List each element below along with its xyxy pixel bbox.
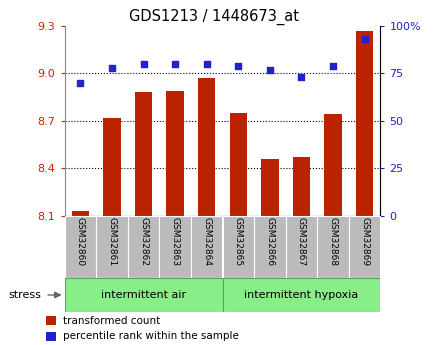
Point xyxy=(361,37,368,42)
Point xyxy=(267,67,274,72)
Text: GSM32862: GSM32862 xyxy=(139,217,148,266)
Point xyxy=(172,61,179,67)
Bar xyxy=(128,216,159,278)
Bar xyxy=(72,211,89,216)
Text: GSM32863: GSM32863 xyxy=(170,217,180,267)
Point xyxy=(77,80,84,86)
Bar xyxy=(349,216,380,278)
Bar xyxy=(293,157,310,216)
Text: GSM32864: GSM32864 xyxy=(202,217,211,266)
Text: GSM32867: GSM32867 xyxy=(297,217,306,267)
Bar xyxy=(356,31,373,216)
Text: intermittent air: intermittent air xyxy=(101,290,186,300)
Point xyxy=(330,63,337,69)
Point xyxy=(235,63,242,69)
Point xyxy=(109,65,116,70)
Bar xyxy=(65,278,222,312)
Bar xyxy=(191,216,222,278)
Bar xyxy=(46,332,56,341)
Text: GSM32861: GSM32861 xyxy=(107,217,117,267)
Bar xyxy=(103,118,121,216)
Text: GSM32866: GSM32866 xyxy=(265,217,275,267)
Text: stress: stress xyxy=(9,290,42,300)
Bar xyxy=(135,92,152,216)
Text: GSM32868: GSM32868 xyxy=(328,217,338,267)
Bar xyxy=(286,216,317,278)
Text: intermittent hypoxia: intermittent hypoxia xyxy=(244,290,359,300)
Text: GSM32860: GSM32860 xyxy=(76,217,85,267)
Text: percentile rank within the sample: percentile rank within the sample xyxy=(63,332,239,342)
Bar xyxy=(261,159,279,216)
Bar xyxy=(230,113,247,216)
Bar xyxy=(317,216,349,278)
Bar xyxy=(166,91,184,216)
Bar xyxy=(254,216,286,278)
Text: GDS1213 / 1448673_at: GDS1213 / 1448673_at xyxy=(129,9,299,25)
Bar xyxy=(222,278,380,312)
Text: transformed count: transformed count xyxy=(63,316,160,326)
Text: GSM32865: GSM32865 xyxy=(234,217,243,267)
Bar xyxy=(159,216,191,278)
Bar xyxy=(96,216,128,278)
Bar xyxy=(222,216,254,278)
Bar xyxy=(324,115,342,216)
Bar xyxy=(46,316,56,325)
Bar xyxy=(65,216,96,278)
Point xyxy=(203,61,210,67)
Point xyxy=(140,61,147,67)
Point xyxy=(298,75,305,80)
Text: GSM32869: GSM32869 xyxy=(360,217,369,267)
Bar xyxy=(198,78,215,216)
